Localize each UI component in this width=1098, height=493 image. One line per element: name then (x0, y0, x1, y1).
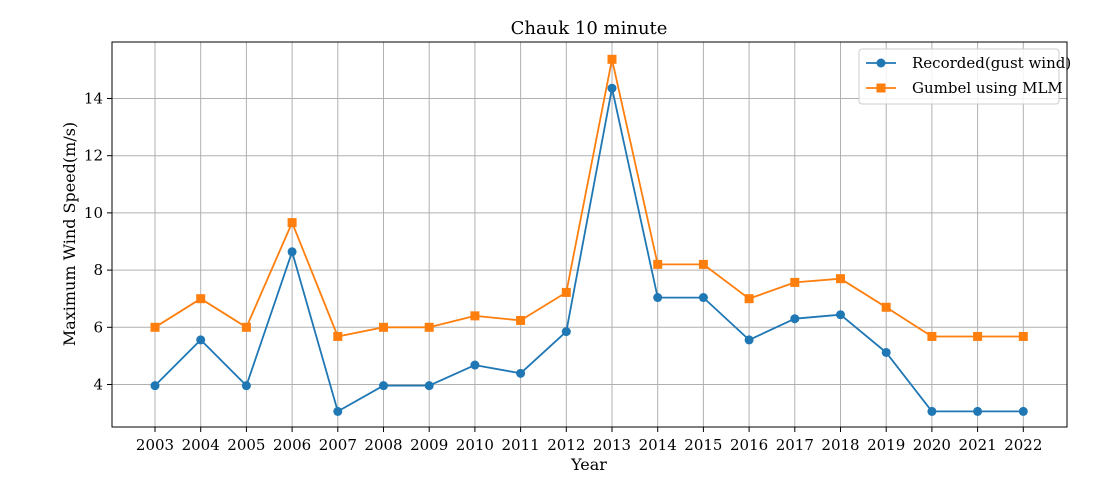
x-tick-label: 2010 (456, 436, 494, 454)
y-tick-label: 8 (93, 261, 103, 279)
x-axis-label: Year (570, 455, 607, 474)
x-tick-label: 2003 (136, 436, 174, 454)
series-recorded (150, 83, 1028, 416)
y-tick-label: 10 (84, 204, 103, 222)
data-point (379, 381, 388, 391)
data-point (927, 406, 937, 416)
x-tick-label: 2008 (364, 436, 402, 454)
data-point (881, 302, 891, 312)
series-line (154, 87, 1024, 413)
data-point (287, 247, 297, 257)
series-line (154, 58, 1024, 338)
x-tick-label: 2014 (639, 436, 677, 454)
legend-label-gumbel: Gumbel using MLM (912, 79, 1063, 97)
data-point (607, 54, 617, 64)
x-tick-label: 2013 (593, 436, 631, 454)
data-point (836, 274, 845, 284)
data-point (653, 259, 663, 269)
legend-label-recorded: Recorded(gust wind) (912, 54, 1071, 72)
data-point (150, 322, 160, 332)
y-axis-label: Maximum Wind Speed(m/s) (60, 122, 79, 346)
legend: Recorded(gust wind) Gumbel using MLM (858, 48, 1071, 105)
data-point (927, 331, 937, 341)
data-point (790, 314, 800, 324)
data-point (744, 335, 754, 345)
data-point (333, 331, 343, 341)
x-tick-label: 2018 (821, 436, 859, 454)
data-point (333, 406, 343, 416)
legend-marker-gumbel (876, 83, 886, 93)
x-tick-label: 2019 (867, 436, 905, 454)
chart-title: Chauk 10 minute (511, 18, 668, 39)
data-point (516, 368, 526, 378)
x-tick-label: 2006 (273, 436, 311, 454)
data-point (881, 347, 891, 357)
data-point (1018, 331, 1028, 341)
grid-lines (112, 42, 1067, 427)
data-point (698, 259, 708, 269)
data-point (973, 331, 983, 341)
data-point (424, 322, 434, 332)
y-tick-label: 6 (93, 318, 103, 336)
plot-area-frame (111, 41, 1068, 428)
data-point (287, 218, 297, 228)
x-axis-ticks: 2003 2004 2005 2006 2007 2008 2009 2010 2011 2012… (136, 427, 1042, 454)
y-tick-label: 14 (84, 90, 103, 108)
data-point (973, 406, 983, 416)
x-tick-label: 2011 (502, 436, 540, 454)
data-point (516, 315, 526, 325)
data-point (698, 293, 708, 303)
data-point (470, 311, 480, 321)
legend-box (858, 48, 1060, 105)
data-point (744, 294, 754, 304)
data-point (1018, 406, 1028, 416)
x-tick-label: 2022 (1004, 436, 1042, 454)
data-point (607, 83, 617, 93)
x-tick-label: 2009 (410, 436, 448, 454)
y-axis-ticks: 4 6 8 10 12 14 (84, 90, 112, 394)
x-tick-label: 2015 (684, 436, 722, 454)
series-gumbel (150, 54, 1028, 341)
x-tick-label: 2007 (319, 436, 357, 454)
x-tick-label: 2004 (182, 436, 220, 454)
x-tick-label: 2017 (776, 436, 814, 454)
data-point (424, 381, 434, 391)
data-point (561, 327, 571, 337)
data-point (836, 310, 845, 320)
data-point (470, 360, 480, 370)
data-point (196, 335, 206, 345)
data-point (241, 322, 251, 332)
y-tick-label: 4 (93, 376, 103, 394)
data-point (790, 277, 800, 287)
data-point (196, 294, 206, 304)
data-point (561, 287, 571, 297)
x-tick-label: 2005 (227, 436, 265, 454)
data-point (653, 293, 663, 303)
y-tick-label: 12 (84, 147, 103, 165)
series-layer (150, 54, 1028, 416)
x-tick-label: 2012 (547, 436, 585, 454)
x-tick-label: 2016 (730, 436, 768, 454)
x-tick-label: 2020 (913, 436, 951, 454)
data-point (379, 322, 388, 332)
x-tick-label: 2021 (959, 436, 997, 454)
data-point (150, 381, 160, 391)
data-point (241, 381, 251, 391)
legend-marker-recorded (876, 58, 886, 68)
